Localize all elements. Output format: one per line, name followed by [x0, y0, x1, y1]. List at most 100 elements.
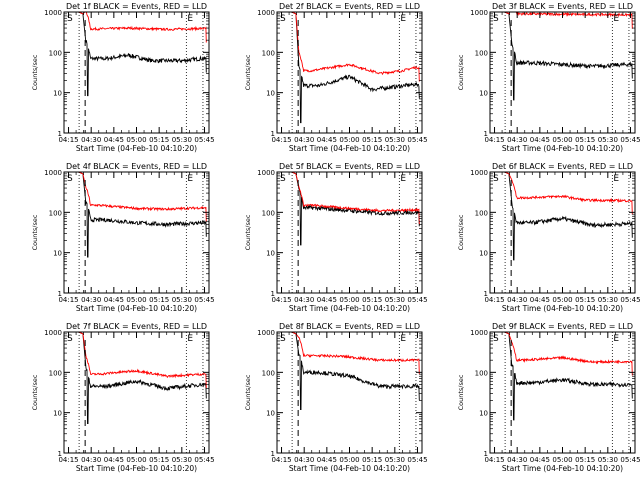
x-tick-label: 04:30 [507, 296, 527, 304]
y-tick-label: 10 [479, 410, 488, 418]
events-trace [290, 172, 420, 246]
y-tick-label: 1000 [257, 329, 275, 337]
end-marker-label: E [400, 334, 406, 344]
x-tick-label: 04:30 [81, 136, 101, 144]
x-axis-label: Start Time (04-Feb-10 04:10:20) [289, 304, 410, 313]
events-trace [503, 332, 633, 421]
y-tick-label: 1 [58, 130, 62, 138]
x-axis-label: Start Time (04-Feb-10 04:10:20) [502, 144, 623, 153]
y-tick-label: 10 [53, 250, 62, 258]
y-tick-label: 10 [479, 90, 488, 98]
y-tick-label: 10 [53, 90, 62, 98]
plot-frame [63, 331, 210, 454]
x-tick-label: 05:15 [149, 456, 169, 464]
chart-panel: Det 5f BLACK = Events, RED = LLD S E 1 10 100… [244, 162, 428, 313]
x-tick-label: 05:00 [339, 296, 359, 304]
y-tick-label: 100 [262, 209, 275, 217]
y-tick-label: 100 [475, 369, 488, 377]
y-axis-label: Counts/sec [244, 54, 252, 90]
x-tick-label: 05:15 [575, 136, 595, 144]
x-tick-label: 04:45 [317, 456, 337, 464]
chart-panel: Det 6f BLACK = Events, RED = LLD S E 1 10 100… [457, 162, 640, 313]
events-trace [290, 332, 420, 410]
y-tick-label: 100 [475, 209, 488, 217]
plot-frame [489, 171, 636, 294]
y-tick-label: 1000 [257, 9, 275, 17]
y-tick-label: 10 [479, 250, 488, 258]
lld-trace [77, 332, 207, 389]
end-marker-label: E [187, 14, 193, 24]
lld-trace [290, 12, 420, 82]
x-tick-label: 05:45 [194, 296, 214, 304]
panel-title: Det 6f BLACK = Events, RED = LLD [492, 162, 633, 171]
panel-title: Det 2f BLACK = Events, RED = LLD [279, 2, 420, 11]
y-tick-label: 1000 [44, 9, 62, 17]
x-tick-label: 05:00 [552, 296, 572, 304]
x-tick-label: 04:30 [294, 456, 314, 464]
events-trace [503, 12, 633, 101]
x-tick-label: 04:45 [317, 296, 337, 304]
chart-panel: Det 4f BLACK = Events, RED = LLD S E 1 10 100… [31, 162, 215, 313]
x-tick-label: 04:45 [104, 136, 124, 144]
start-marker-label: S [280, 14, 286, 24]
end-marker-label: E [187, 174, 193, 184]
end-marker-label: E [613, 14, 619, 24]
x-tick-label: 04:15 [484, 296, 504, 304]
start-marker-label: S [493, 14, 499, 24]
x-tick-label: 04:30 [294, 136, 314, 144]
x-tick-label: 05:15 [362, 136, 382, 144]
x-tick-label: 05:45 [407, 456, 427, 464]
x-tick-label: 04:30 [294, 296, 314, 304]
x-tick-label: 05:00 [126, 456, 146, 464]
y-tick-label: 1 [58, 290, 62, 298]
y-tick-label: 1 [58, 450, 62, 458]
chart-panel: Det 8f BLACK = Events, RED = LLD S E 1 10 100… [244, 322, 428, 473]
panel-title: Det 9f BLACK = Events, RED = LLD [492, 322, 633, 331]
x-tick-label: 05:15 [362, 456, 382, 464]
plot-frame [276, 11, 423, 134]
events-trace [290, 12, 420, 124]
end-marker-label: E [187, 334, 193, 344]
x-tick-label: 05:00 [552, 136, 572, 144]
y-tick-label: 100 [49, 209, 62, 217]
lld-trace [290, 172, 420, 224]
start-marker-label: S [67, 334, 73, 344]
events-trace [77, 12, 207, 97]
x-tick-label: 04:15 [58, 296, 78, 304]
y-tick-label: 10 [266, 250, 275, 258]
x-tick-label: 04:15 [58, 456, 78, 464]
x-tick-label: 04:15 [271, 296, 291, 304]
plot-frame [489, 11, 636, 134]
x-tick-label: 05:15 [362, 296, 382, 304]
x-tick-label: 05:45 [194, 456, 214, 464]
x-tick-label: 05:45 [407, 136, 427, 144]
x-tick-label: 05:30 [385, 456, 405, 464]
x-tick-label: 04:15 [271, 456, 291, 464]
chart-panel: Det 7f BLACK = Events, RED = LLD S E 1 10 100… [31, 322, 215, 473]
end-marker-label: E [400, 14, 406, 24]
x-tick-label: 05:15 [575, 456, 595, 464]
start-marker-label: S [493, 334, 499, 344]
y-tick-label: 1 [484, 450, 488, 458]
events-trace [77, 172, 207, 258]
y-tick-label: 1 [484, 130, 488, 138]
x-tick-label: 05:45 [620, 296, 640, 304]
x-tick-label: 05:00 [339, 136, 359, 144]
start-marker-label: S [67, 174, 73, 184]
y-tick-label: 100 [262, 369, 275, 377]
x-axis-label: Start Time (04-Feb-10 04:10:20) [76, 304, 197, 313]
y-axis-label: Counts/sec [457, 374, 465, 410]
plot-frame [276, 171, 423, 294]
panel-title: Det 8f BLACK = Events, RED = LLD [279, 322, 420, 331]
y-axis-label: Counts/sec [31, 54, 39, 90]
y-axis-label: Counts/sec [457, 54, 465, 90]
y-tick-label: 1 [271, 130, 275, 138]
plot-frame [489, 331, 636, 454]
plot-frame [63, 11, 210, 134]
x-tick-label: 05:30 [172, 296, 192, 304]
x-axis-label: Start Time (04-Feb-10 04:10:20) [289, 144, 410, 153]
y-tick-label: 100 [49, 369, 62, 377]
start-marker-label: S [280, 174, 286, 184]
chart-panel: Det 2f BLACK = Events, RED = LLD S E 1 10 100… [244, 2, 428, 153]
y-axis-label: Counts/sec [244, 214, 252, 250]
